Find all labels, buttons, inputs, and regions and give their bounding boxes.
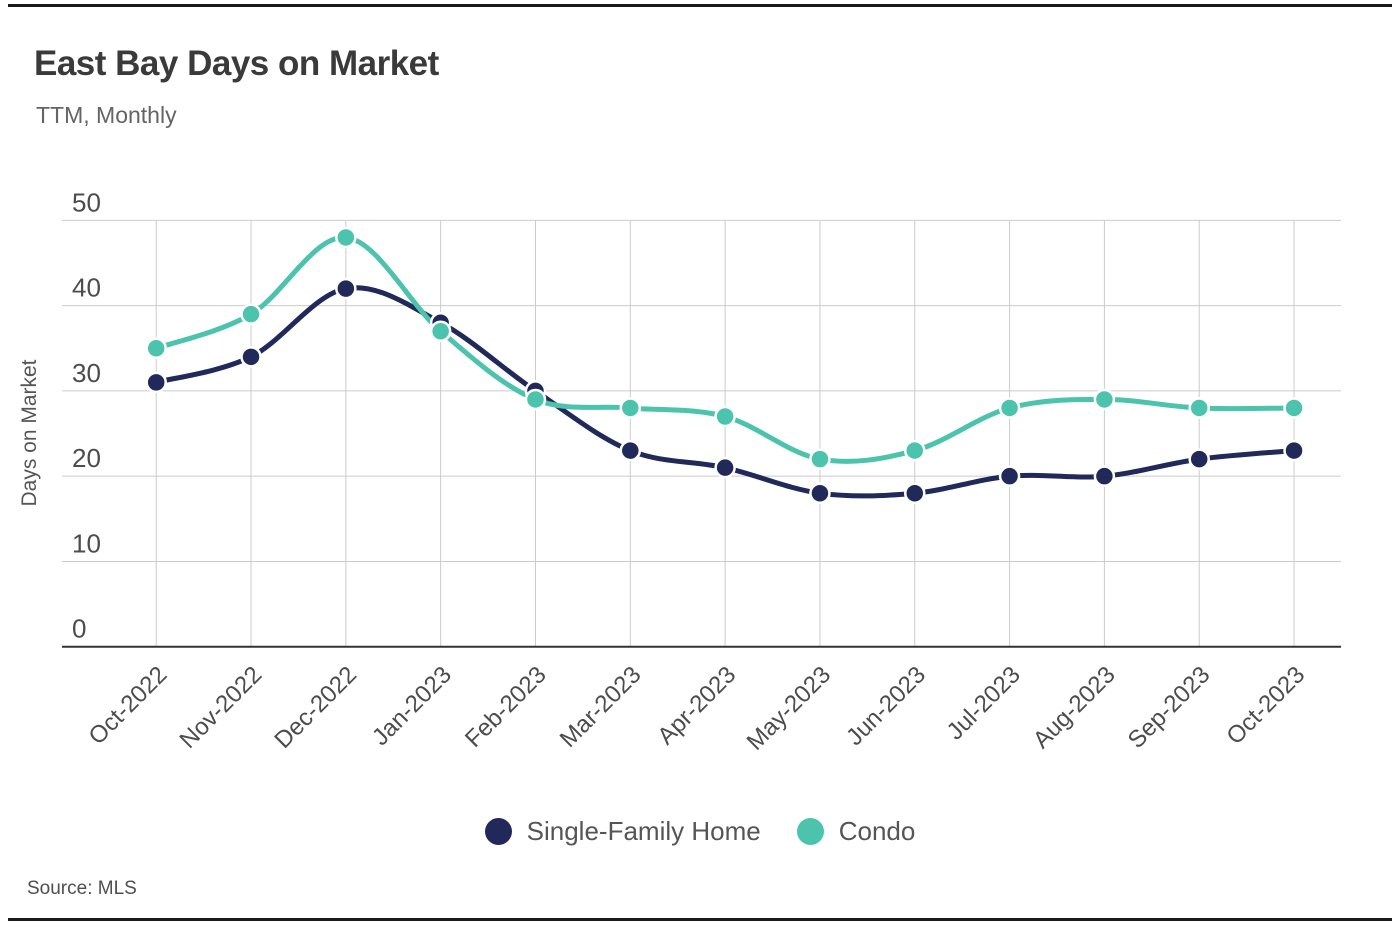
y-tick-label: 50 [72, 187, 101, 217]
data-point-condo [335, 226, 357, 249]
data-point-condo [1093, 388, 1116, 411]
x-tick-label: Oct-2023 [1221, 661, 1310, 750]
bottom-rule-line [8, 918, 1392, 921]
x-tick-label: Mar-2023 [555, 661, 647, 753]
data-point-condo [145, 337, 167, 360]
legend: Single-Family Home Condo [0, 816, 1400, 847]
data-point-single-family [998, 465, 1021, 487]
x-tick-label: Feb-2023 [460, 661, 552, 753]
x-tick-label: Nov-2022 [175, 661, 268, 754]
data-point-condo [998, 397, 1021, 419]
data-point-single-family [145, 371, 167, 394]
y-tick-label: 0 [72, 614, 86, 644]
legend-item: Condo [796, 816, 916, 847]
data-point-single-family [714, 456, 736, 479]
legend-label: Condo [838, 816, 916, 846]
data-point-condo [619, 397, 642, 419]
data-point-single-family [335, 277, 357, 300]
chart-subtitle: TTM, Monthly [36, 102, 177, 128]
x-tick-label: May-2023 [742, 661, 837, 756]
data-point-single-family [1093, 465, 1116, 487]
data-point-single-family [1188, 448, 1210, 470]
data-point-single-family [1283, 439, 1305, 462]
x-tick-label: Dec-2022 [269, 661, 362, 754]
top-rule-line [8, 4, 1392, 7]
legend-label: Single-Family Home [526, 816, 761, 846]
y-tick-label: 10 [72, 528, 101, 558]
data-point-single-family [904, 482, 926, 504]
legend-dot-icon [796, 818, 824, 845]
data-point-single-family [809, 482, 831, 504]
data-point-single-family [619, 439, 642, 462]
data-point-condo [240, 303, 262, 325]
x-tick-label: Jan-2023 [367, 661, 457, 751]
y-tick-label: 30 [72, 358, 101, 388]
y-tick-label: 40 [72, 273, 101, 303]
x-tick-label: Aug-2023 [1028, 661, 1121, 754]
x-tick-label: Jun-2023 [841, 661, 931, 751]
data-point-condo [524, 388, 547, 411]
legend-item: Single-Family Home [484, 816, 761, 847]
x-tick-label: Sep-2023 [1123, 661, 1216, 754]
chart-title: East Bay Days on Market [34, 44, 439, 83]
data-point-condo [1283, 397, 1305, 419]
x-tick-label: Oct-2022 [84, 661, 173, 750]
source-note: Source: MLS [27, 878, 137, 899]
data-point-condo [904, 439, 926, 462]
x-tick-label: Apr-2023 [652, 661, 741, 750]
data-point-condo [429, 320, 452, 342]
data-point-condo [809, 448, 831, 470]
y-tick-label: 20 [72, 443, 101, 473]
legend-dot-icon [484, 818, 512, 845]
data-point-condo [714, 405, 736, 428]
data-point-condo [1188, 397, 1210, 419]
data-point-single-family [240, 346, 262, 368]
x-tick-label: Jul-2023 [942, 661, 1026, 745]
